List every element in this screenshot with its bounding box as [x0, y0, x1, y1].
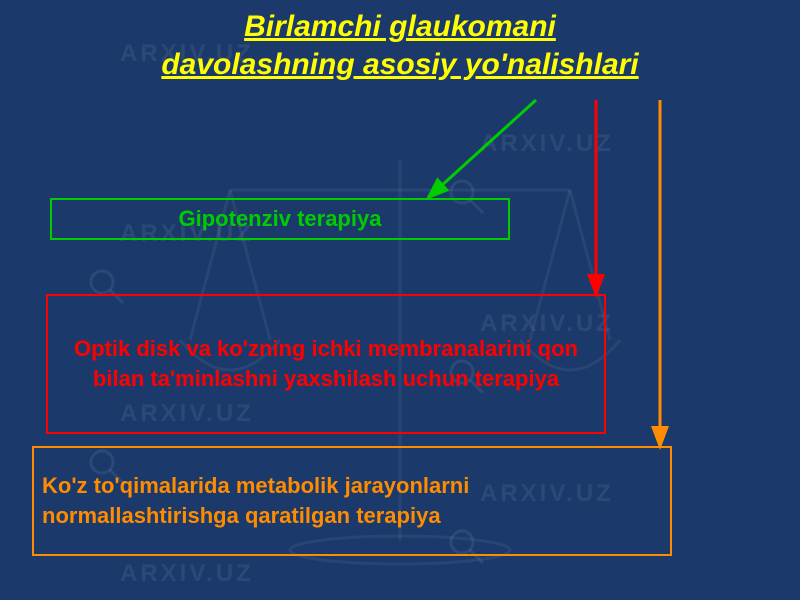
title-line-2: davolashning asosiy yo'nalishlari — [161, 48, 638, 81]
title-line-1: Birlamchi glaukomani — [244, 10, 556, 43]
watermark-text: ARXIV.UZ — [480, 130, 614, 158]
slide-title: Birlamchi glaukomani davolashning asosiy… — [0, 8, 800, 83]
box-gipotenziv: Gipotenziv terapiya — [50, 198, 510, 240]
box-optik-disk: Optik disk va ko'zning ichki membranalar… — [46, 294, 606, 434]
box3-text: Ko'z to'qimalarida metabolik jarayonlarn… — [42, 471, 662, 530]
box1-text: Gipotenziv terapiya — [179, 206, 382, 232]
arrow-to-box1 — [430, 100, 536, 196]
watermark-text: ARXIV.UZ — [120, 560, 254, 588]
box-metabolik: Ko'z to'qimalarida metabolik jarayonlarn… — [32, 446, 672, 556]
box2-text: Optik disk va ko'zning ichki membranalar… — [56, 334, 596, 393]
